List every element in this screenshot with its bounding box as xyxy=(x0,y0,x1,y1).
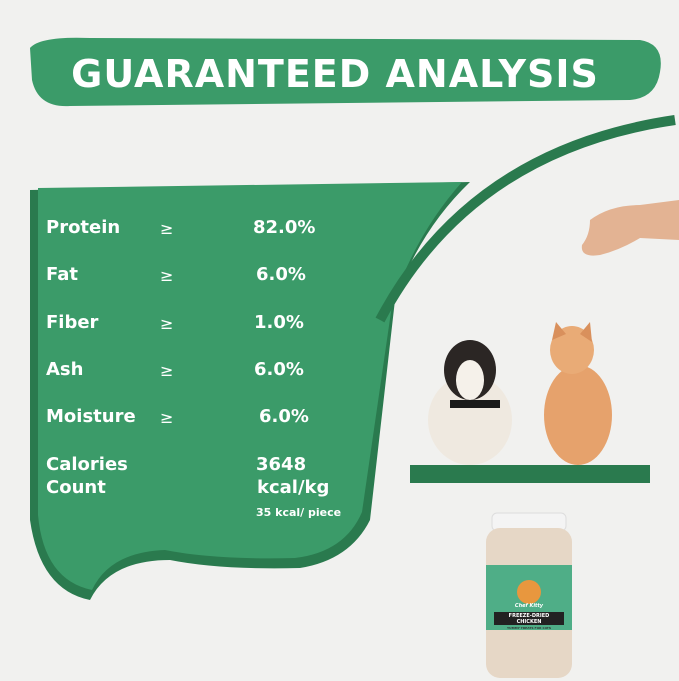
nutrient-value: 82.0% xyxy=(253,217,316,238)
green-panel xyxy=(38,182,462,590)
product-jar-image xyxy=(486,512,572,678)
nutrient-value: 6.0% xyxy=(256,264,306,285)
title-banner xyxy=(30,37,661,107)
calories-label-line1: Calories xyxy=(46,454,128,475)
calories-value-line2: kcal/kg xyxy=(257,477,330,498)
page-title: GUARANTEED ANALYSIS xyxy=(71,52,599,96)
nutrient-value: 6.0% xyxy=(259,406,309,427)
hand-image xyxy=(581,200,679,256)
dog-image xyxy=(428,340,512,465)
nutrient-label: Ash xyxy=(46,359,84,380)
nutrient-symbol: ≥ xyxy=(160,408,174,427)
curve-stroke xyxy=(375,115,676,323)
product-name-line1: FREEZE-DRIED xyxy=(508,613,550,619)
nutrient-symbol: ≥ xyxy=(160,361,174,380)
product-name-line2: CHICKEN xyxy=(516,619,542,625)
nutrient-value: 6.0% xyxy=(254,359,304,380)
cat-image xyxy=(544,322,612,465)
nutrient-label: Fat xyxy=(46,264,78,285)
pet-shelf xyxy=(410,465,650,483)
nutrient-symbol: ≥ xyxy=(160,266,174,285)
nutrient-label: Fiber xyxy=(46,312,99,333)
nutrient-symbol: ≥ xyxy=(160,219,174,238)
calories-per-piece: 35 kcal/ piece xyxy=(256,506,342,519)
calories-label-line2: Count xyxy=(46,477,106,498)
nutrient-label: Moisture xyxy=(46,406,136,427)
nutrient-label: Protein xyxy=(46,217,121,238)
product-brand: Chef Kitty xyxy=(514,603,544,609)
product-tagline: YUMMY TREATS FOR CATS xyxy=(507,626,551,630)
calories-value-line1: 3648 xyxy=(256,454,307,475)
nutrient-symbol: ≥ xyxy=(160,314,174,333)
nutrient-value: 1.0% xyxy=(254,312,304,333)
